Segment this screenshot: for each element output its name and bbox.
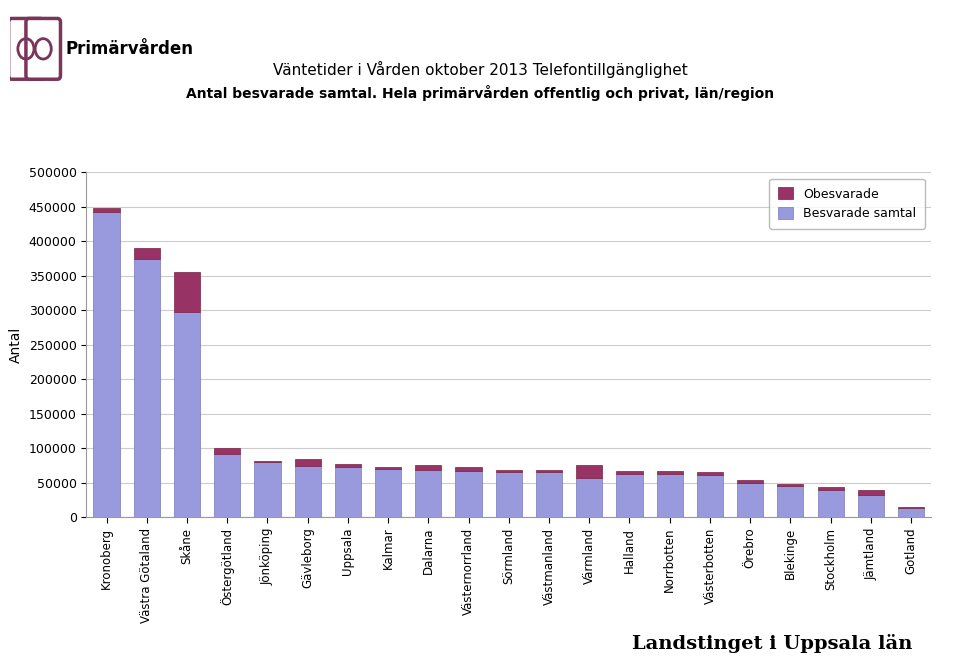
Y-axis label: Antal: Antal bbox=[10, 327, 23, 363]
Bar bbox=[93, 211, 120, 517]
Bar bbox=[133, 247, 159, 259]
Bar bbox=[737, 483, 763, 517]
Bar bbox=[254, 462, 280, 517]
Bar bbox=[858, 495, 884, 517]
Bar bbox=[576, 465, 602, 478]
Bar bbox=[818, 487, 844, 489]
Text: Landstinget i Uppsala län: Landstinget i Uppsala län bbox=[632, 634, 912, 653]
Legend: Obesvarade, Besvarade samtal: Obesvarade, Besvarade samtal bbox=[769, 178, 924, 229]
Bar bbox=[657, 471, 683, 475]
Bar bbox=[335, 467, 361, 517]
Bar bbox=[375, 467, 401, 469]
Bar bbox=[898, 508, 924, 517]
Text: Primärvården: Primärvården bbox=[65, 40, 193, 58]
Bar bbox=[254, 461, 280, 462]
Bar bbox=[455, 471, 482, 517]
Bar bbox=[536, 472, 563, 517]
Bar bbox=[295, 459, 321, 466]
Bar bbox=[214, 448, 240, 453]
Bar bbox=[455, 467, 482, 471]
Bar bbox=[576, 478, 602, 517]
Bar bbox=[657, 475, 683, 517]
Bar bbox=[495, 469, 522, 471]
Bar bbox=[818, 489, 844, 517]
FancyBboxPatch shape bbox=[9, 19, 43, 80]
Bar bbox=[616, 471, 642, 473]
Bar bbox=[93, 208, 120, 211]
Bar bbox=[737, 480, 763, 483]
Bar bbox=[697, 475, 723, 517]
Bar bbox=[375, 469, 401, 517]
Bar bbox=[174, 272, 200, 312]
Bar bbox=[697, 471, 723, 475]
Text: Antal besvarade samtal. Hela primärvården offentlig och privat, län/region: Antal besvarade samtal. Hela primärvårde… bbox=[186, 85, 774, 101]
Bar bbox=[416, 465, 442, 470]
Bar bbox=[335, 464, 361, 467]
Bar bbox=[133, 259, 159, 517]
Bar bbox=[616, 473, 642, 517]
Bar bbox=[174, 312, 200, 517]
Bar bbox=[898, 507, 924, 508]
Bar bbox=[778, 486, 804, 517]
Text: Väntetider i Vården oktober 2013 Telefontillgänglighet: Väntetider i Vården oktober 2013 Telefon… bbox=[273, 61, 687, 78]
FancyBboxPatch shape bbox=[26, 19, 60, 80]
Bar bbox=[858, 489, 884, 495]
Bar bbox=[416, 470, 442, 517]
Bar bbox=[295, 466, 321, 517]
Bar bbox=[495, 471, 522, 517]
Bar bbox=[536, 470, 563, 472]
Bar bbox=[214, 453, 240, 517]
Bar bbox=[778, 484, 804, 486]
